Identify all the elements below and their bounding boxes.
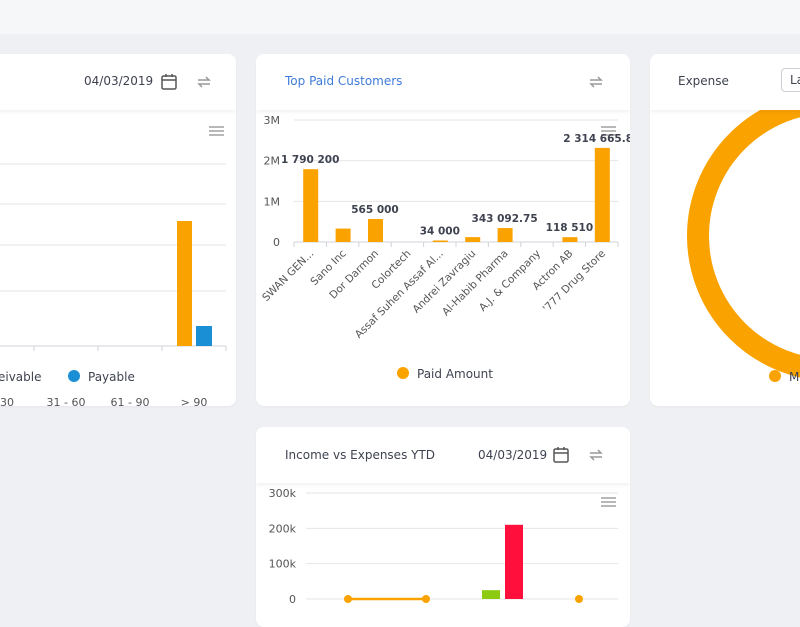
refresh-icon[interactable] bbox=[586, 445, 606, 465]
customers-card-header: Top Paid Customers bbox=[256, 54, 630, 110]
y-tick-label: 0 bbox=[273, 236, 280, 249]
donut-slice-ma bbox=[687, 110, 800, 378]
data-label: 565 000 bbox=[351, 204, 399, 216]
legend-paid-amount[interactable]: Paid Amount bbox=[397, 367, 493, 381]
data-label: 343 092.75 bbox=[472, 213, 538, 225]
y-tick-label: 3M bbox=[264, 114, 281, 127]
income-date[interactable]: 04/03/2019 bbox=[478, 448, 548, 462]
top-paid-customers-card: Top Paid Customers 3M 2M 1M 0 1 790 200 SWAN … bbox=[256, 54, 630, 406]
legend-ma-label: Ma bbox=[789, 370, 800, 384]
legend-receivable[interactable]: eceivable bbox=[0, 370, 42, 384]
chart-menu-icon[interactable] bbox=[601, 497, 616, 507]
data-label: 118 510 bbox=[546, 222, 594, 234]
legend-dot bbox=[68, 370, 80, 382]
legend-dot bbox=[397, 367, 409, 379]
legend-receivable-label: eceivable bbox=[0, 370, 42, 384]
expense-card-header: Expense La bbox=[650, 54, 800, 110]
y-tick-label: 200k bbox=[269, 522, 297, 535]
x-tick-label: 61 - 90 bbox=[111, 396, 150, 406]
calendar-icon[interactable] bbox=[159, 72, 179, 92]
bar-ytd bbox=[482, 590, 500, 599]
expense-period-select[interactable]: La bbox=[781, 68, 800, 92]
legend-paid-amount-label: Paid Amount bbox=[417, 367, 493, 381]
legend-payable-label: Payable bbox=[88, 370, 135, 384]
y-tick-label: 100k bbox=[269, 558, 297, 571]
bar-paid-amount bbox=[368, 219, 383, 242]
bar-paid-amount bbox=[432, 240, 448, 242]
refresh-icon[interactable] bbox=[586, 72, 606, 92]
income-card-header: Income vs Expenses YTD 04/03/2019 bbox=[256, 427, 630, 483]
aging-date[interactable]: 04/03/2019 bbox=[84, 74, 154, 88]
bar-paid-amount bbox=[335, 228, 351, 242]
aging-card-header: 04/03/2019 bbox=[0, 54, 236, 110]
bar-paid-amount bbox=[303, 169, 319, 242]
aging-card: 04/03/2019 30 31 - 60 61 - 90 > 90 eceiv… bbox=[0, 54, 236, 406]
legend-dot bbox=[769, 370, 781, 382]
income-card-title: Income vs Expenses YTD bbox=[285, 448, 436, 462]
chart-menu-icon[interactable] bbox=[209, 126, 224, 136]
y-tick-label: 300k bbox=[269, 487, 297, 500]
bar-payable-90 bbox=[196, 326, 212, 346]
bar-ytd bbox=[505, 524, 523, 599]
bar-paid-amount bbox=[594, 147, 610, 242]
chart-menu-icon[interactable] bbox=[601, 126, 616, 136]
data-label: 34 000 bbox=[420, 226, 460, 238]
expense-card-title: Expense bbox=[678, 74, 729, 88]
expense-donut-chart bbox=[687, 110, 800, 378]
y-tick-label: 2M bbox=[264, 155, 281, 168]
x-tick-label: 31 - 60 bbox=[47, 396, 86, 406]
aging-chart: 30 31 - 60 61 - 90 > 90 bbox=[0, 126, 227, 406]
legend-payable[interactable]: Payable bbox=[68, 370, 135, 384]
y-tick-label: 1M bbox=[264, 195, 281, 208]
legend-ma[interactable]: Ma bbox=[769, 370, 800, 384]
bar-receivable-90 bbox=[177, 221, 192, 346]
x-tick-label: '777 Drug Store bbox=[541, 248, 608, 315]
top-bar bbox=[0, 0, 800, 34]
bar-paid-amount bbox=[497, 228, 513, 242]
line-point bbox=[422, 595, 430, 603]
bar-paid-amount bbox=[465, 237, 481, 242]
line-point bbox=[344, 595, 352, 603]
refresh-icon[interactable] bbox=[194, 72, 214, 92]
x-tick-label: SWAN GEN... bbox=[260, 248, 316, 304]
income-vs-expenses-card: Income vs Expenses YTD 04/03/2019 300k 20… bbox=[256, 427, 630, 627]
bar-paid-amount bbox=[562, 237, 578, 242]
customers-card-title[interactable]: Top Paid Customers bbox=[285, 74, 403, 88]
calendar-icon[interactable] bbox=[551, 445, 571, 465]
x-tick-label: 30 bbox=[0, 396, 14, 406]
line-point bbox=[575, 595, 583, 603]
data-label: 2 314 665.86 bbox=[563, 133, 630, 145]
expense-card: Expense La Ma bbox=[650, 54, 800, 406]
data-label: 1 790 200 bbox=[281, 154, 339, 166]
x-tick-label: > 90 bbox=[181, 396, 208, 406]
